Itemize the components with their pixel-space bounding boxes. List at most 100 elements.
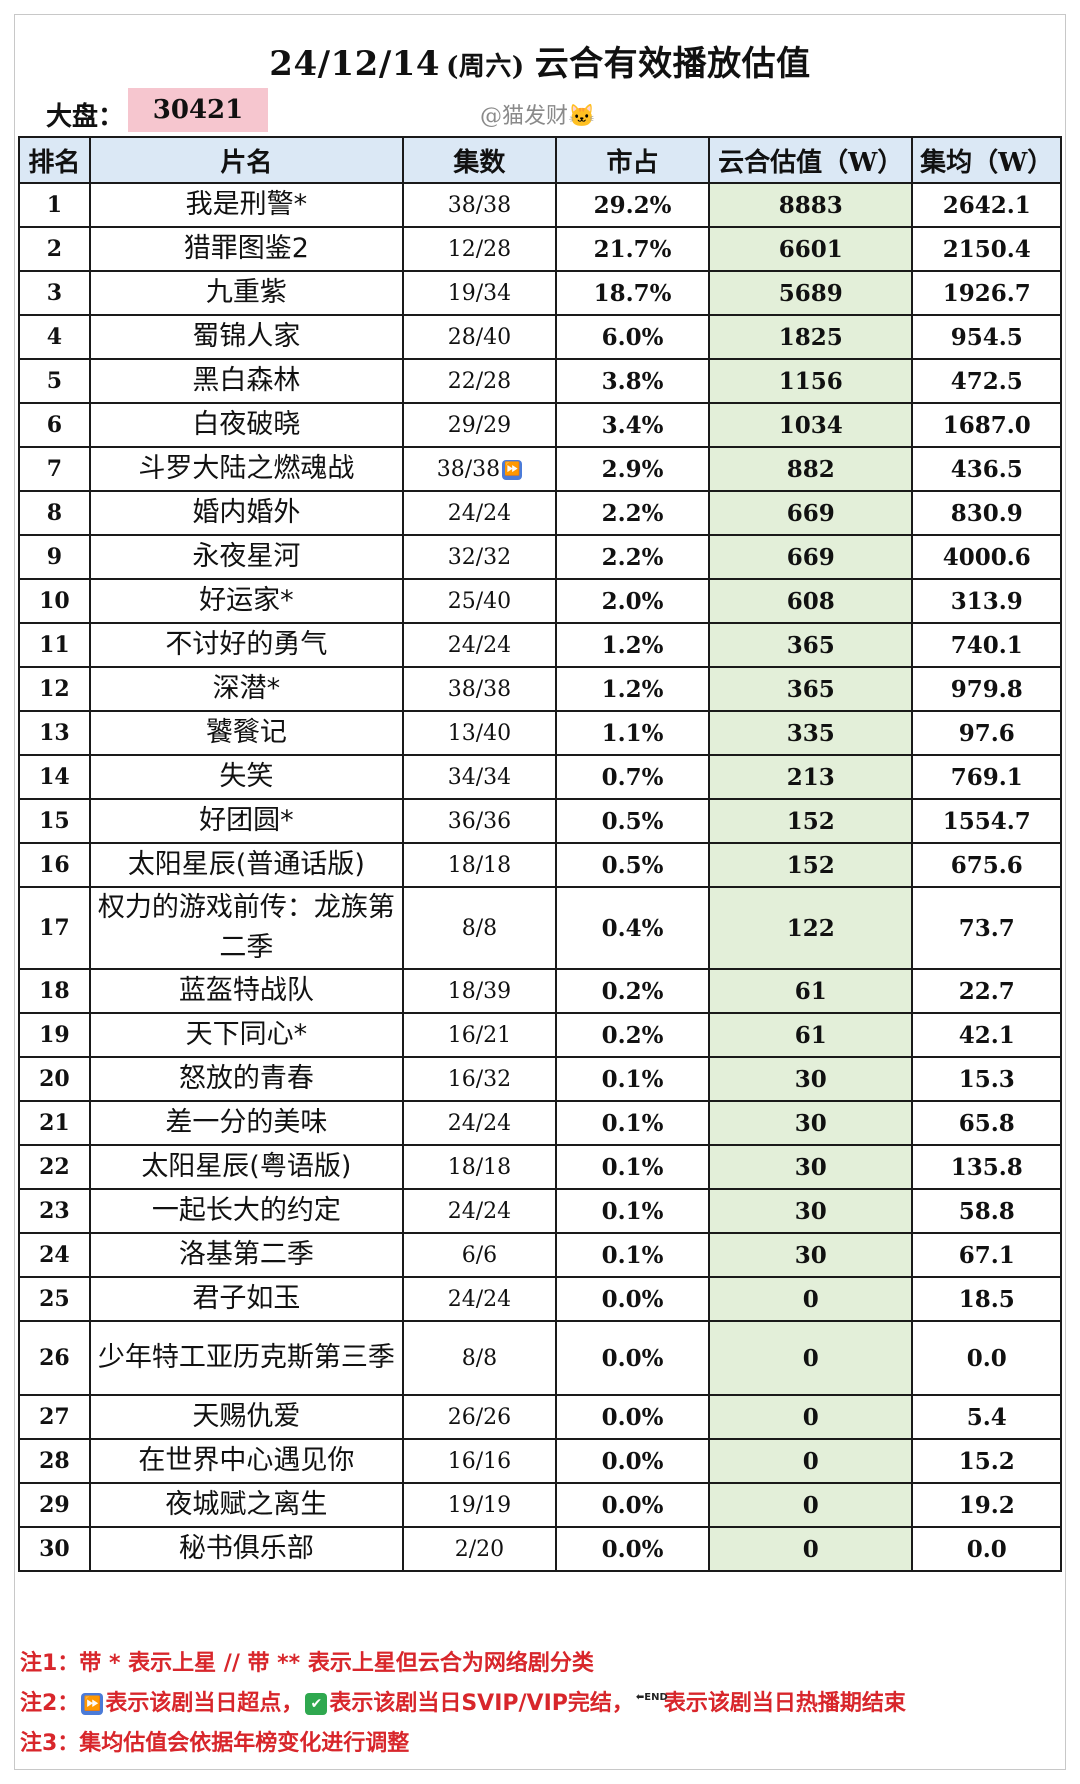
rank-cell: 12 bbox=[18, 666, 91, 712]
table-row: 11 不讨好的勇气 24/24 1.2% 365 740.1 bbox=[18, 622, 1062, 668]
rank-cell: 23 bbox=[18, 1188, 91, 1234]
share-cell: 0.0% bbox=[554, 1482, 711, 1528]
table-row: 2 猎罪图鉴2 12/28 21.7% 6601 2150.4 bbox=[18, 226, 1062, 272]
rank-cell-text: 9 bbox=[46, 544, 63, 570]
author-handle: @猫发财🐱 bbox=[480, 104, 596, 129]
avg-cell-text: 58.8 bbox=[958, 1197, 1015, 1225]
title-cell-text: 天下同心* bbox=[185, 1019, 308, 1050]
rank-cell: 18 bbox=[18, 968, 91, 1014]
table-row: 13 饕餮记 13/40 1.1% 335 97.6 bbox=[18, 710, 1062, 756]
rank-cell-text: 1 bbox=[46, 192, 63, 218]
episodes-cell-text: 24/24 bbox=[447, 1286, 512, 1312]
table-row: 7 斗罗大陆之燃魂战 38/38 ⏩ 2.9% 882 436.5 bbox=[18, 446, 1062, 492]
share-cell: 1.1% bbox=[554, 710, 711, 756]
rank-cell-text: 10 bbox=[39, 588, 70, 614]
avg-cell: 0.0 bbox=[911, 1320, 1062, 1396]
avg-cell: 15.3 bbox=[911, 1056, 1062, 1102]
share-cell: 29.2% bbox=[554, 182, 711, 228]
avg-cell: 740.1 bbox=[911, 622, 1062, 668]
estimate-cell: 669 bbox=[708, 534, 914, 580]
avg-cell-text: 313.9 bbox=[950, 587, 1023, 615]
table-row: 30 秘书俱乐部 2/20 0.0% 0 0.0 bbox=[18, 1526, 1062, 1572]
avg-cell-text: 73.7 bbox=[958, 914, 1015, 942]
episodes-cell-text: 25/40 bbox=[447, 588, 512, 614]
episodes-cell: 25/40 bbox=[401, 578, 557, 624]
rank-cell: 21 bbox=[18, 1100, 91, 1146]
title-cell: 好团圆* bbox=[88, 798, 404, 844]
episodes-cell-text: 38/38 bbox=[447, 192, 512, 218]
title-cell: 不讨好的勇气 bbox=[88, 622, 404, 668]
rank-cell: 7 bbox=[18, 446, 91, 492]
estimate-cell-text: 61 bbox=[794, 1021, 827, 1049]
avg-cell: 313.9 bbox=[911, 578, 1062, 624]
share-cell-text: 0.0% bbox=[601, 1447, 664, 1475]
share-cell-text: 0.1% bbox=[601, 1109, 664, 1137]
title-cell: 饕餮记 bbox=[88, 710, 404, 756]
title-cell-text: 好团圆* bbox=[199, 805, 294, 836]
avg-cell-text: 65.8 bbox=[958, 1109, 1015, 1137]
episodes-cell: 19/19 bbox=[401, 1482, 557, 1528]
estimate-cell-text: 0 bbox=[802, 1344, 819, 1372]
rank-cell-text: 18 bbox=[39, 978, 70, 1004]
episodes-cell-text: 24/24 bbox=[447, 1198, 512, 1224]
estimate-cell-text: 365 bbox=[786, 675, 835, 703]
rank-cell: 20 bbox=[18, 1056, 91, 1102]
col-header-rank: 排名 bbox=[18, 136, 91, 184]
share-cell-text: 0.2% bbox=[601, 977, 664, 1005]
title-cell: 太阳星辰(普通话版) bbox=[88, 842, 404, 888]
title-cell-text: 蓝盔特战队 bbox=[178, 975, 314, 1006]
avg-cell: 5.4 bbox=[911, 1394, 1062, 1440]
episodes-cell-text: 18/18 bbox=[447, 852, 512, 878]
title-text: 云合有效播放估值 bbox=[534, 44, 811, 84]
rank-cell-text: 26 bbox=[39, 1345, 70, 1371]
title-cell-text: 好运家* bbox=[199, 585, 294, 616]
estimate-cell: 0 bbox=[708, 1394, 914, 1440]
avg-cell-text: 1926.7 bbox=[942, 279, 1031, 307]
table-row: 20 怒放的青春 16/32 0.1% 30 15.3 bbox=[18, 1056, 1062, 1102]
estimate-cell: 0 bbox=[708, 1320, 914, 1396]
rank-cell: 17 bbox=[18, 886, 91, 970]
avg-cell-text: 42.1 bbox=[958, 1021, 1015, 1049]
avg-cell: 979.8 bbox=[911, 666, 1062, 712]
title-cell: 婚内婚外 bbox=[88, 490, 404, 536]
estimate-cell-text: 0 bbox=[802, 1491, 819, 1519]
episodes-cell: 29/29 bbox=[401, 402, 557, 448]
episodes-cell-text: 16/21 bbox=[447, 1022, 512, 1048]
note-2-superpoint: 表示该剧当日超点， bbox=[105, 1691, 304, 1716]
episodes-cell: 19/34 bbox=[401, 270, 557, 316]
dapan-label: 大盘： bbox=[46, 102, 125, 132]
share-cell-text: 0.5% bbox=[601, 851, 664, 879]
episodes-cell: 13/40 bbox=[401, 710, 557, 756]
table-row: 25 君子如玉 24/24 0.0% 0 18.5 bbox=[18, 1276, 1062, 1322]
avg-cell: 73.7 bbox=[911, 886, 1062, 970]
title-cell: 深潜* bbox=[88, 666, 404, 712]
title-cell: 洛基第二季 bbox=[88, 1232, 404, 1278]
table-row: 5 黑白森林 22/28 3.8% 1156 472.5 bbox=[18, 358, 1062, 404]
title-cell: 天赐仇爱 bbox=[88, 1394, 404, 1440]
avg-cell-text: 769.1 bbox=[950, 763, 1023, 791]
episodes-cell-text: 13/40 bbox=[447, 720, 512, 746]
notes: 注1：带 * 表示上星 // 带 ** 表示上星但云合为网络剧分类 注2： ⏩ 表示… bbox=[20, 1644, 906, 1764]
title-cell-text: 权力的游戏前传：龙族第二季 bbox=[97, 892, 395, 963]
avg-cell-text: 979.8 bbox=[950, 675, 1023, 703]
episodes-cell: 18/18 bbox=[401, 842, 557, 888]
estimate-cell: 0 bbox=[708, 1438, 914, 1484]
estimate-cell: 335 bbox=[708, 710, 914, 756]
share-cell-text: 6.0% bbox=[601, 323, 664, 351]
share-cell-text: 2.2% bbox=[601, 499, 664, 527]
share-cell: 2.2% bbox=[554, 534, 711, 580]
title-cell: 猎罪图鉴2 bbox=[88, 226, 404, 272]
estimate-cell-text: 1034 bbox=[778, 411, 843, 439]
rank-cell: 22 bbox=[18, 1144, 91, 1190]
avg-cell-text: 0.0 bbox=[966, 1535, 1007, 1563]
estimate-cell-text: 608 bbox=[786, 587, 835, 615]
share-cell-text: 2.0% bbox=[601, 587, 664, 615]
share-cell: 1.2% bbox=[554, 666, 711, 712]
title-cell: 在世界中心遇见你 bbox=[88, 1438, 404, 1484]
avg-cell: 58.8 bbox=[911, 1188, 1062, 1234]
avg-cell: 65.8 bbox=[911, 1100, 1062, 1146]
title-cell: 怒放的青春 bbox=[88, 1056, 404, 1102]
table-row: 16 太阳星辰(普通话版) 18/18 0.5% 152 675.6 bbox=[18, 842, 1062, 888]
avg-cell: 1926.7 bbox=[911, 270, 1062, 316]
episodes-cell: 6/6 bbox=[401, 1232, 557, 1278]
